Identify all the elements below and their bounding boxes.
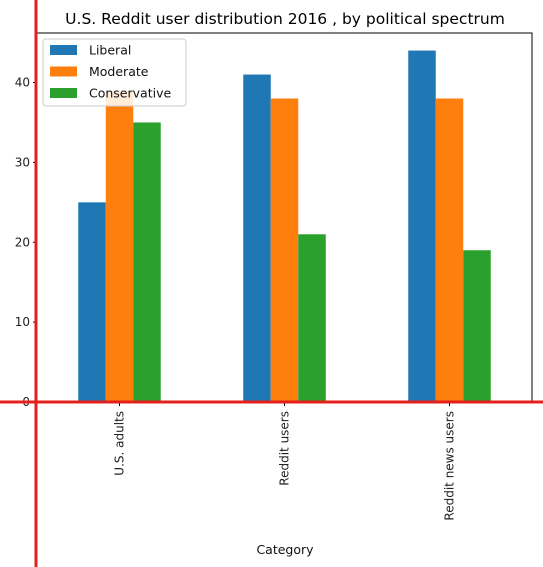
y-axis: 010203040 xyxy=(15,76,37,409)
bar-conservative-2 xyxy=(298,234,326,402)
chart-title: U.S. Reddit user distribution 2016 , by … xyxy=(65,10,505,28)
legend-label-liberal: Liberal xyxy=(89,43,131,58)
bar-liberal-2 xyxy=(243,74,271,402)
legend: Liberal Moderate Conservative xyxy=(42,38,187,107)
x-tick-label: U.S. adults xyxy=(113,411,127,476)
x-axis-label: Category xyxy=(256,542,314,557)
legend-swatch-conservative xyxy=(50,88,77,98)
bar-conservative-1 xyxy=(133,122,161,403)
legend-label-moderate: Moderate xyxy=(89,64,149,79)
legend-box xyxy=(42,38,187,107)
x-tick-label: Reddit users xyxy=(278,411,292,486)
bars-group xyxy=(78,50,491,403)
bar-liberal-3 xyxy=(408,50,436,402)
x-axis: U.S. adults Reddit users Reddit news users xyxy=(113,402,457,521)
y-tick-label: 10 xyxy=(15,315,30,329)
bar-conservative-3 xyxy=(463,250,491,402)
y-tick-label: 30 xyxy=(15,155,30,169)
bar-moderate-1 xyxy=(105,90,134,402)
bar-moderate-3 xyxy=(435,98,464,403)
bar-liberal-1 xyxy=(78,202,106,402)
legend-swatch-moderate xyxy=(50,66,77,77)
x-tick-label: Reddit news users xyxy=(443,411,457,521)
legend-swatch-liberal xyxy=(50,45,77,55)
y-tick-label: 40 xyxy=(15,76,30,90)
legend-label-conservative: Conservative xyxy=(89,86,171,101)
y-tick-label: 20 xyxy=(15,235,30,249)
bar-moderate-2 xyxy=(270,98,299,403)
